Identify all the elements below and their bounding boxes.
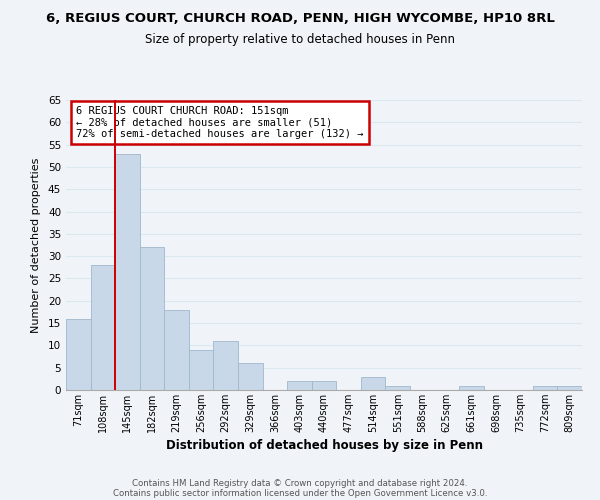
Bar	[140, 247, 164, 390]
Bar	[238, 363, 263, 390]
Text: Size of property relative to detached houses in Penn: Size of property relative to detached ho…	[145, 32, 455, 46]
Bar	[361, 376, 385, 390]
Bar	[287, 381, 312, 390]
Text: 6, REGIUS COURT, CHURCH ROAD, PENN, HIGH WYCOMBE, HP10 8RL: 6, REGIUS COURT, CHURCH ROAD, PENN, HIGH…	[46, 12, 554, 26]
Bar	[312, 381, 336, 390]
Bar	[557, 386, 582, 390]
Bar	[533, 386, 557, 390]
Bar	[91, 265, 115, 390]
Bar	[459, 386, 484, 390]
Text: Contains public sector information licensed under the Open Government Licence v3: Contains public sector information licen…	[113, 488, 487, 498]
Bar	[115, 154, 140, 390]
Text: 6 REGIUS COURT CHURCH ROAD: 151sqm
← 28% of detached houses are smaller (51)
72%: 6 REGIUS COURT CHURCH ROAD: 151sqm ← 28%…	[76, 106, 364, 139]
Bar	[385, 386, 410, 390]
Text: Contains HM Land Registry data © Crown copyright and database right 2024.: Contains HM Land Registry data © Crown c…	[132, 478, 468, 488]
Bar	[164, 310, 189, 390]
Bar	[189, 350, 214, 390]
Y-axis label: Number of detached properties: Number of detached properties	[31, 158, 41, 332]
Bar	[214, 341, 238, 390]
X-axis label: Distribution of detached houses by size in Penn: Distribution of detached houses by size …	[166, 439, 482, 452]
Bar	[66, 318, 91, 390]
